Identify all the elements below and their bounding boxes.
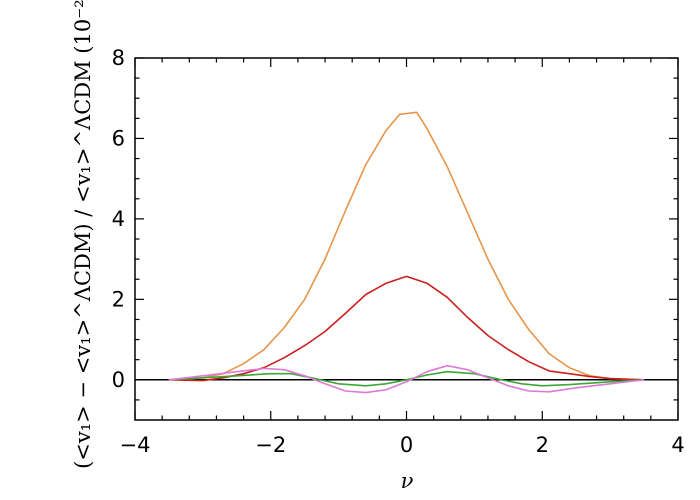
x-tick-label: 0	[400, 433, 413, 457]
x-tick-label: −2	[255, 433, 286, 457]
series-layer	[168, 111, 645, 394]
y-axis-label: (<v₁> − <v₁>^ΛCDM) / <v₁>^ΛCDM (10⁻²)	[71, 0, 95, 469]
series-line-4	[168, 364, 645, 394]
x-tick-label: 2	[536, 433, 549, 457]
y-tick-label: 0	[112, 368, 125, 392]
tick-labels-layer: −4 −2 0 2 4 0 2 4 6 8	[112, 46, 685, 457]
ticks-layer	[134, 57, 679, 420]
x-tick-label: −4	[120, 433, 151, 457]
y-tick-label: 6	[112, 126, 125, 150]
y-tick-label: 8	[112, 46, 125, 70]
x-axis-label: ν	[401, 469, 414, 493]
series-line-1	[168, 111, 645, 381]
series-line-3	[168, 370, 645, 387]
y-tick-label: 4	[112, 207, 125, 231]
y-tick-label: 2	[112, 287, 125, 311]
x-tick-label: 4	[671, 433, 684, 457]
plot-frame	[134, 57, 679, 421]
